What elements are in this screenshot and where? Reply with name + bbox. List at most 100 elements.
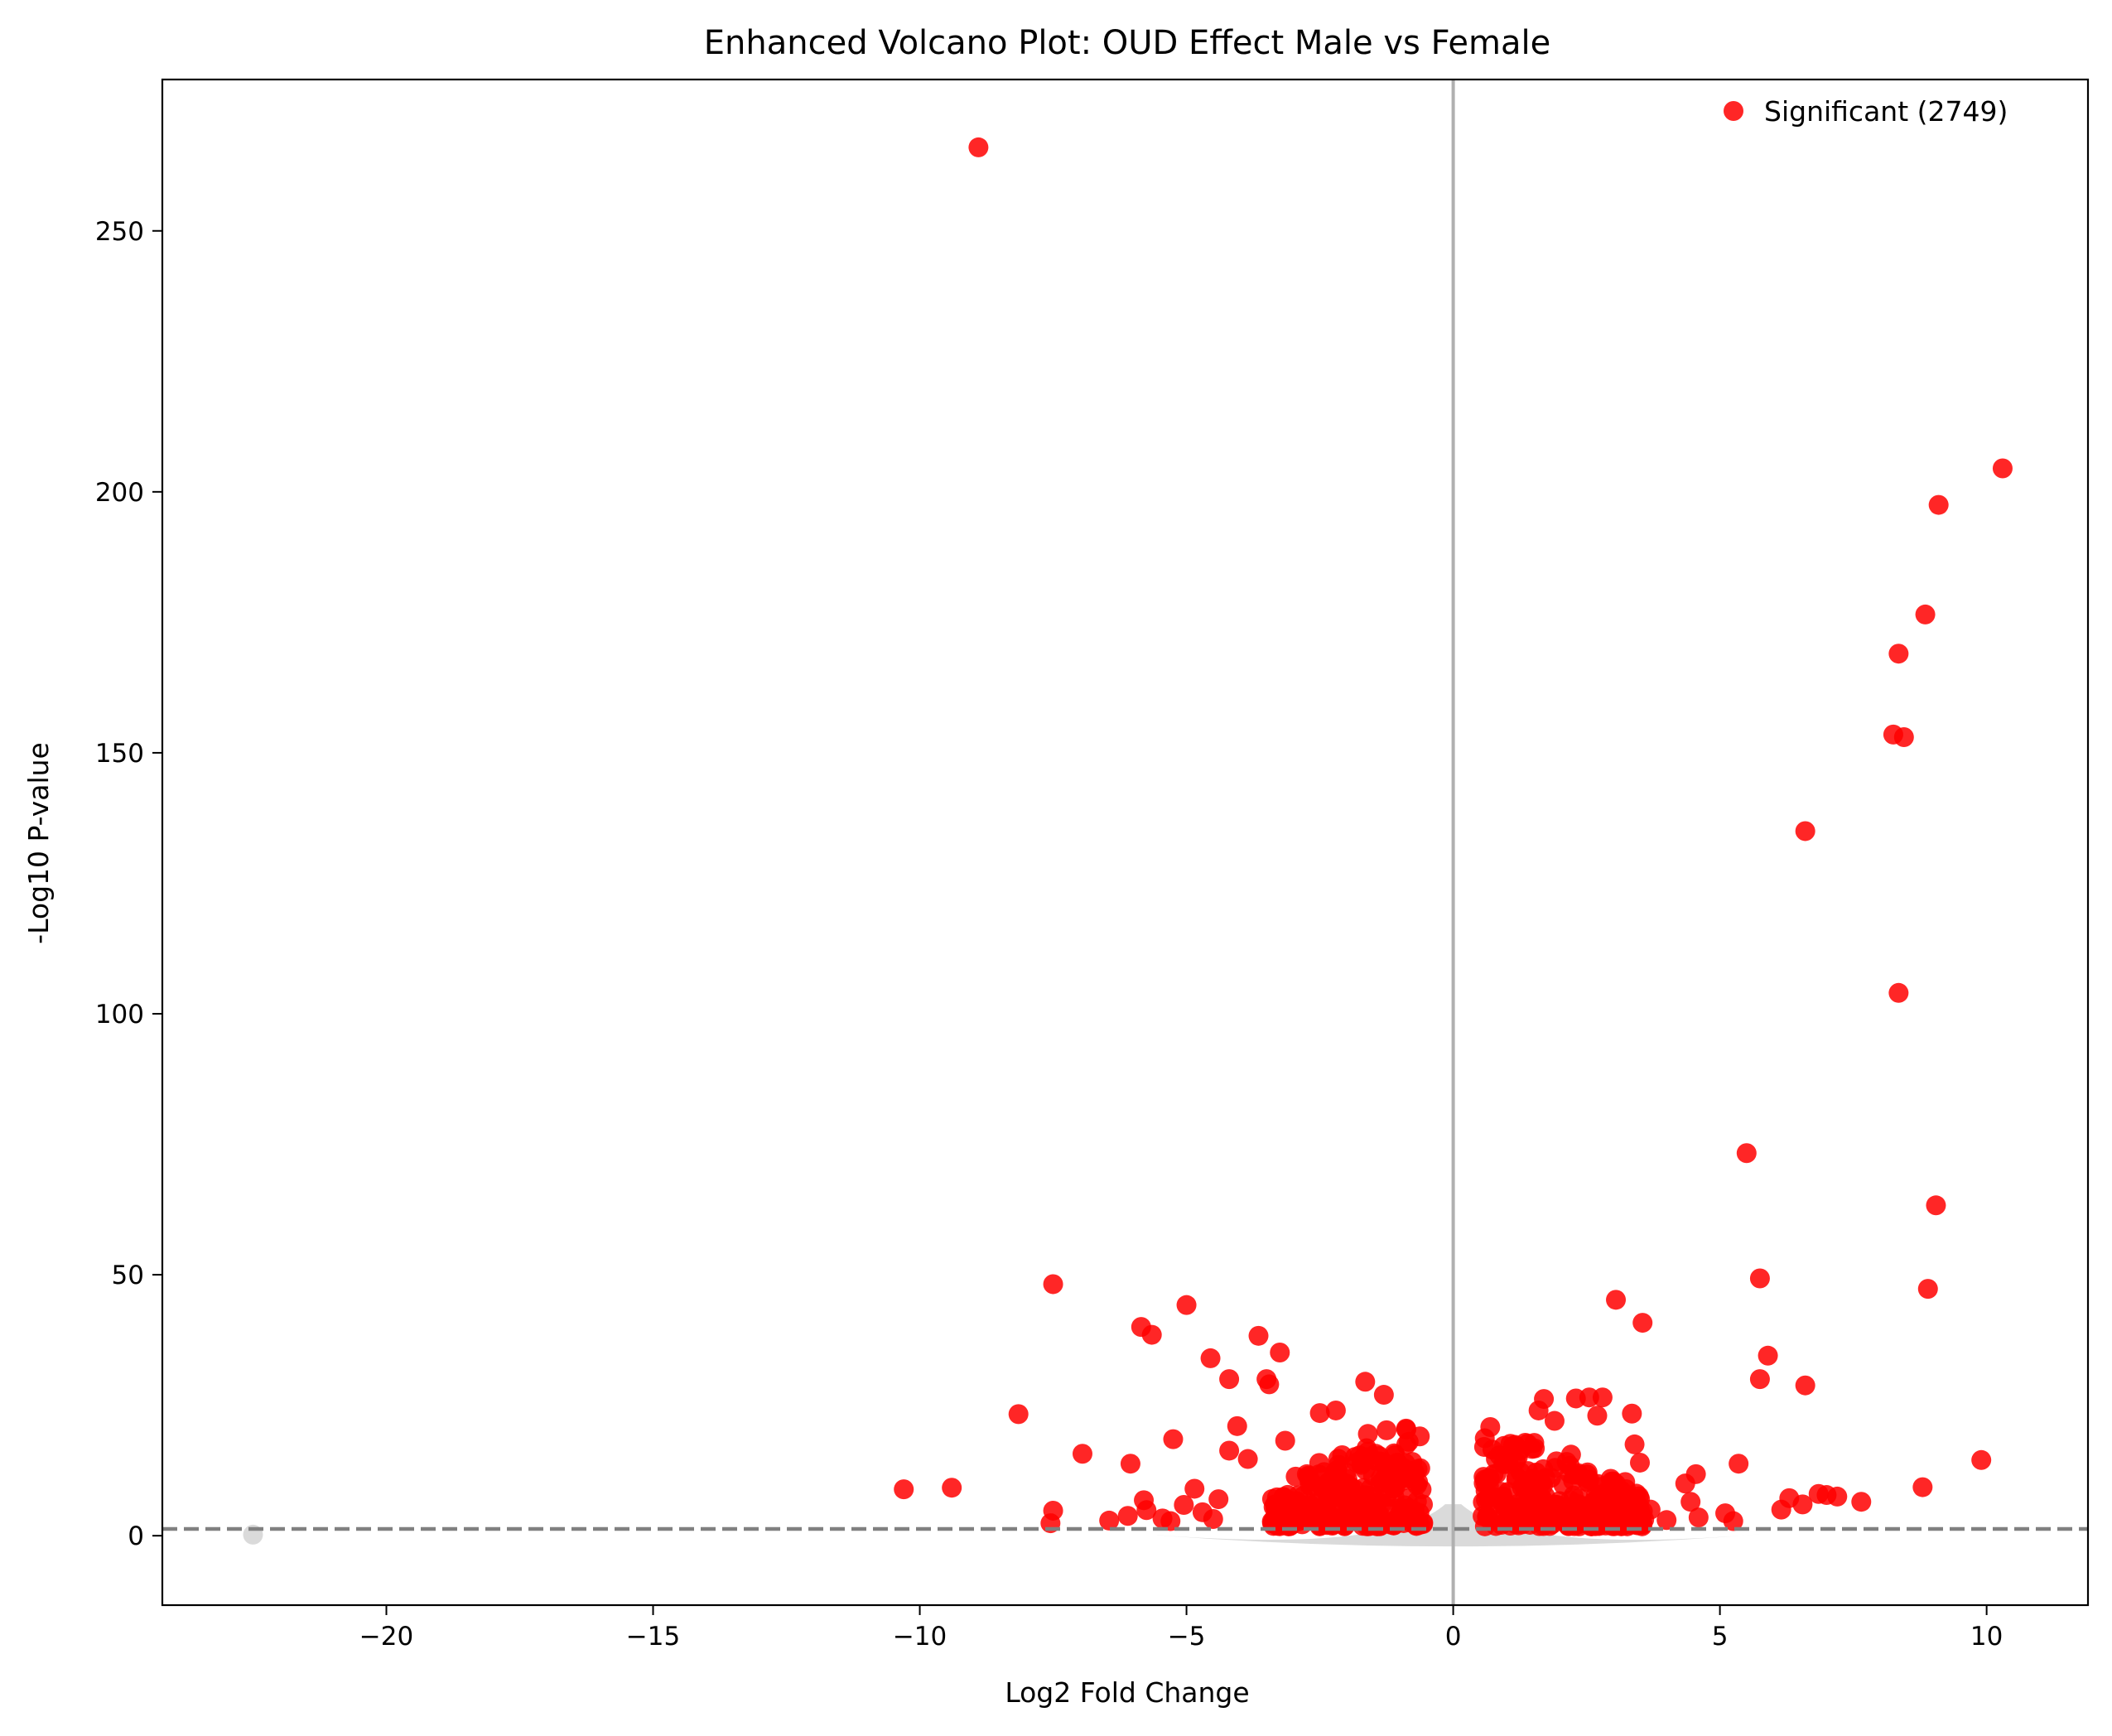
cluster-point (1607, 1515, 1627, 1536)
significant-point (1200, 1348, 1221, 1368)
significant-point (1355, 1372, 1376, 1392)
significant-point (1117, 1506, 1138, 1526)
significant-point (1888, 982, 1909, 1003)
x-tick-label: 5 (1712, 1622, 1729, 1652)
significant-point (1688, 1507, 1709, 1528)
cluster-point (1410, 1426, 1430, 1447)
significant-point (1565, 1388, 1586, 1409)
y-axis-label: -Log10 P-value (22, 742, 55, 944)
cluster-point (1280, 1509, 1300, 1530)
significant-point (1888, 644, 1909, 664)
cluster-point (1507, 1497, 1528, 1517)
significant-point (942, 1478, 962, 1498)
significant-point (1099, 1510, 1120, 1531)
significant-point (1219, 1369, 1240, 1390)
significant-point (1851, 1492, 1872, 1512)
points-layer (243, 137, 2013, 1545)
significant-point (1749, 1268, 1770, 1289)
significant-point (1227, 1415, 1247, 1436)
significant-point (1174, 1495, 1194, 1516)
y-tick-label: 0 (128, 1521, 144, 1551)
significant-point (1632, 1313, 1653, 1333)
significant-point (1795, 821, 1815, 841)
significant-point (1072, 1444, 1092, 1464)
legend-label-significant: Significant (2749) (1764, 95, 2008, 128)
significant-point (1120, 1454, 1140, 1474)
x-tick-label: 0 (1445, 1622, 1462, 1652)
significant-point (1893, 727, 1914, 748)
significant-point (1357, 1424, 1378, 1444)
significant-point (1544, 1410, 1565, 1431)
y-tick-label: 100 (95, 1000, 144, 1030)
significant-point (1237, 1449, 1258, 1469)
cluster-point (1345, 1447, 1366, 1468)
significant-point (1992, 458, 2013, 479)
plot-frame (161, 78, 2090, 1607)
x-tick-label: −10 (893, 1622, 947, 1652)
cluster-point (1383, 1515, 1404, 1536)
y-tick-label: 200 (95, 478, 144, 508)
y-axis: 0 50 100 150 200 250 (95, 217, 162, 1551)
cluster-point (1263, 1509, 1284, 1530)
x-tick-label: −5 (1168, 1622, 1206, 1652)
significant-point (1729, 1454, 1749, 1474)
chart-title: Enhanced Volcano Plot: OUD Effect Male v… (704, 24, 1550, 62)
cluster-point (1318, 1503, 1338, 1524)
significant-point (1208, 1489, 1229, 1510)
plot-area (162, 80, 2088, 1605)
significant-point (1630, 1452, 1651, 1473)
y-tick-label: 150 (95, 739, 144, 769)
legend: Significant (2749) (1724, 95, 2008, 128)
cluster-point (1589, 1516, 1609, 1536)
significant-point (1915, 604, 1936, 624)
x-tick-label: −15 (626, 1622, 680, 1652)
significant-point (1971, 1449, 1992, 1470)
significant-point (1309, 1403, 1330, 1424)
significant-point (968, 137, 989, 157)
significant-point (1680, 1492, 1701, 1512)
cluster-point (1401, 1460, 1421, 1481)
cluster-point (1480, 1416, 1501, 1437)
significant-point (1008, 1404, 1029, 1425)
cluster-point (1473, 1506, 1493, 1526)
significant-point (1917, 1279, 1938, 1300)
cluster-point (1553, 1474, 1574, 1495)
cluster-point (1344, 1484, 1365, 1505)
significant-point (1656, 1510, 1677, 1531)
significant-point (1587, 1406, 1608, 1426)
significant-point (1528, 1400, 1549, 1420)
significant-point (1373, 1385, 1394, 1406)
significant-point (1749, 1369, 1770, 1390)
significant-point (1736, 1143, 1757, 1164)
significant-point (1176, 1295, 1197, 1315)
cluster-point (1628, 1486, 1649, 1507)
significant-point (1808, 1483, 1829, 1504)
dense-cluster (1261, 1416, 1655, 1536)
x-axis-label: Log2 Fold Change (1005, 1676, 1249, 1709)
significant-point (1136, 1500, 1157, 1521)
significant-point (1219, 1440, 1240, 1461)
significant-point (1141, 1324, 1162, 1345)
significant-point (1325, 1400, 1346, 1420)
cluster-point (1475, 1472, 1496, 1492)
cluster-point (1615, 1472, 1636, 1492)
cluster-point (1545, 1458, 1565, 1478)
significant-point (894, 1479, 914, 1500)
significant-point (1160, 1511, 1181, 1531)
legend-marker-significant (1724, 101, 1743, 121)
significant-point (1043, 1274, 1063, 1295)
significant-point (1758, 1345, 1778, 1366)
cluster-point (1367, 1516, 1387, 1536)
significant-point (1795, 1375, 1815, 1396)
significant-point (1926, 1195, 1946, 1216)
significant-point (1248, 1325, 1269, 1346)
significant-point (1928, 494, 1949, 515)
cluster-point (1550, 1508, 1571, 1529)
significant-point (1270, 1342, 1290, 1362)
significant-point (1771, 1499, 1791, 1520)
significant-point (1163, 1429, 1184, 1449)
significant-point (1912, 1477, 1933, 1497)
y-tick-label: 50 (112, 1261, 144, 1290)
